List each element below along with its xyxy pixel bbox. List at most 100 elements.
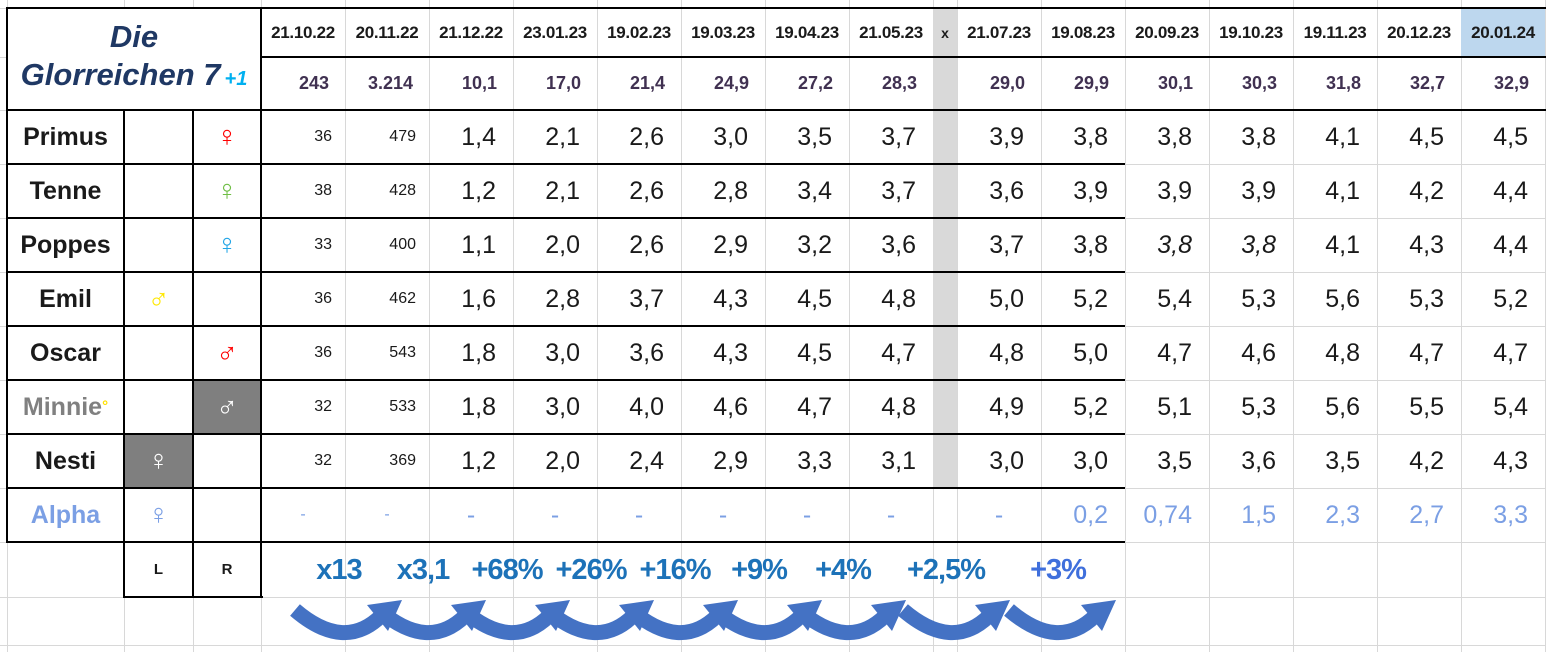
column-header[interactable]: 20.11.22 — [355, 22, 419, 42]
total-cell[interactable]: 32,9 — [1493, 73, 1529, 93]
value-cell-tenne[interactable]: 3,9 — [1073, 176, 1108, 205]
value-cell-emil[interactable]: 5,2 — [1073, 284, 1108, 313]
value-cell-poppes[interactable]: 2,6 — [629, 230, 664, 259]
value-cell-primus[interactable]: 2,6 — [629, 122, 664, 151]
curved-arrow-icon[interactable] — [789, 598, 907, 651]
total-cell[interactable]: 21,4 — [629, 73, 665, 93]
growth-label[interactable]: +4% — [815, 553, 872, 586]
value-cell-poppes[interactable]: 3,8 — [1157, 230, 1192, 259]
value-cell-nesti[interactable]: 3,1 — [881, 446, 916, 475]
value-cell-primus[interactable]: 1,4 — [461, 122, 496, 151]
value-cell-nesti[interactable]: 1,2 — [461, 446, 496, 475]
total-cell[interactable]: 30,1 — [1157, 73, 1193, 93]
gender-cell-l-minnie[interactable] — [124, 380, 193, 434]
growth-label[interactable]: +26% — [555, 553, 628, 586]
footer-right-label[interactable]: R — [221, 561, 233, 578]
value-cell-poppes[interactable]: 3,8 — [1241, 230, 1276, 259]
row-label-tenne[interactable]: Tenne — [7, 164, 124, 218]
row-label-primus[interactable]: Primus — [7, 110, 124, 164]
value-cell-oscar[interactable]: 3,6 — [629, 338, 664, 367]
value-cell-tenne[interactable]: 428 — [389, 182, 416, 199]
value-cell-emil[interactable]: 1,6 — [461, 284, 496, 313]
gender-cell-r-nesti[interactable] — [193, 434, 261, 488]
value-cell-poppes[interactable]: 3,8 — [1073, 230, 1108, 259]
value-cell-primus[interactable]: 3,7 — [881, 122, 916, 151]
value-cell-oscar[interactable]: 4,7 — [1493, 338, 1528, 367]
value-cell-poppes[interactable]: 4,1 — [1325, 230, 1360, 259]
value-cell-poppes[interactable]: 4,4 — [1493, 230, 1528, 259]
value-cell-emil[interactable]: 5,2 — [1493, 284, 1528, 313]
value-cell-oscar[interactable]: 5,0 — [1073, 338, 1108, 367]
value-cell-alpha[interactable]: - — [550, 500, 560, 529]
column-header[interactable]: 19.04.23 — [775, 22, 839, 42]
value-cell-oscar[interactable]: 36 — [314, 344, 332, 361]
value-cell-minnie[interactable]: 32 — [314, 398, 332, 415]
value-cell-oscar[interactable]: 3,0 — [545, 338, 580, 367]
value-cell-alpha[interactable]: - — [718, 500, 728, 529]
value-cell-tenne[interactable]: 3,6 — [989, 176, 1024, 205]
value-cell-alpha[interactable]: 0,2 — [1073, 500, 1108, 529]
total-cell[interactable]: 17,0 — [545, 73, 581, 93]
total-cell[interactable]: 3.214 — [367, 73, 413, 93]
growth-label[interactable]: +16% — [639, 553, 712, 586]
gender-cell-r-tenne[interactable]: ♀ — [193, 164, 261, 218]
value-cell-emil[interactable]: 5,6 — [1325, 284, 1360, 313]
value-cell-minnie[interactable]: 1,8 — [461, 392, 496, 421]
gender-cell-r-emil[interactable] — [193, 272, 261, 326]
gender-cell-r-oscar[interactable]: ♂ — [193, 326, 261, 380]
total-cell[interactable]: 30,3 — [1241, 73, 1277, 93]
value-cell-poppes[interactable]: 1,1 — [461, 230, 496, 259]
total-cell[interactable]: 29,9 — [1073, 73, 1109, 93]
value-cell-emil[interactable]: 5,0 — [989, 284, 1024, 313]
gender-cell-r-primus[interactable]: ♀ — [193, 110, 261, 164]
value-cell-minnie[interactable]: 5,5 — [1409, 392, 1444, 421]
value-cell-primus[interactable]: 3,8 — [1241, 122, 1276, 151]
value-cell-minnie[interactable]: 5,2 — [1073, 392, 1108, 421]
value-cell-alpha[interactable]: - — [384, 506, 390, 523]
value-cell-alpha[interactable]: 1,5 — [1241, 500, 1276, 529]
value-cell-tenne[interactable]: 4,1 — [1325, 176, 1360, 205]
column-header[interactable]: 21.05.23 — [859, 22, 923, 42]
growth-label[interactable]: +9% — [731, 553, 788, 586]
gender-cell-r-poppes[interactable]: ♀ — [193, 218, 261, 272]
gender-cell-r-minnie[interactable]: ♂ — [193, 380, 261, 434]
value-cell-emil[interactable]: 5,3 — [1409, 284, 1444, 313]
total-cell[interactable]: 243 — [298, 73, 329, 93]
curved-arrow-icon[interactable] — [893, 598, 1011, 651]
table-title-cell[interactable]: Die Glorreichen 7 +1 — [7, 8, 261, 110]
value-cell-nesti[interactable]: 3,5 — [1325, 446, 1360, 475]
value-cell-alpha[interactable]: - — [994, 500, 1004, 529]
column-header[interactable]: 21.10.22 — [271, 22, 335, 42]
value-cell-nesti[interactable]: 32 — [314, 452, 332, 469]
value-cell-poppes[interactable]: 2,0 — [545, 230, 580, 259]
value-cell-oscar[interactable]: 4,7 — [881, 338, 916, 367]
value-cell-emil[interactable]: 5,3 — [1241, 284, 1276, 313]
column-header[interactable]: 19.02.23 — [607, 22, 671, 42]
column-header[interactable]: 19.03.23 — [691, 22, 755, 42]
column-header[interactable]: 19.08.23 — [1051, 22, 1115, 42]
column-header[interactable]: 20.01.24 — [1461, 8, 1545, 57]
value-cell-poppes[interactable]: 2,9 — [713, 230, 748, 259]
value-cell-alpha[interactable]: 3,3 — [1493, 500, 1528, 529]
value-cell-poppes[interactable]: 3,6 — [881, 230, 916, 259]
value-cell-tenne[interactable]: 38 — [314, 182, 332, 199]
row-label-nesti[interactable]: Nesti — [7, 434, 124, 488]
column-header-separator[interactable]: x — [941, 24, 949, 41]
value-cell-minnie[interactable]: 533 — [389, 398, 416, 415]
value-cell-emil[interactable]: 2,8 — [545, 284, 580, 313]
value-cell-nesti[interactable]: 2,4 — [629, 446, 664, 475]
value-cell-oscar[interactable]: 4,3 — [713, 338, 748, 367]
value-cell-primus[interactable]: 479 — [389, 128, 416, 145]
value-cell-minnie[interactable]: 5,4 — [1493, 392, 1528, 421]
value-cell-oscar[interactable]: 1,8 — [461, 338, 496, 367]
column-header[interactable]: 19.10.23 — [1219, 22, 1283, 42]
growth-label[interactable]: x13 — [316, 553, 362, 586]
column-header[interactable]: 19.11.23 — [1303, 22, 1367, 42]
value-cell-emil[interactable]: 4,3 — [713, 284, 748, 313]
value-cell-tenne[interactable]: 3,9 — [1157, 176, 1192, 205]
value-cell-alpha[interactable]: 2,3 — [1325, 500, 1360, 529]
value-cell-primus[interactable]: 3,8 — [1073, 122, 1108, 151]
gender-cell-l-nesti[interactable]: ♀ — [124, 434, 193, 488]
value-cell-minnie[interactable]: 5,6 — [1325, 392, 1360, 421]
value-cell-emil[interactable]: 4,8 — [881, 284, 916, 313]
